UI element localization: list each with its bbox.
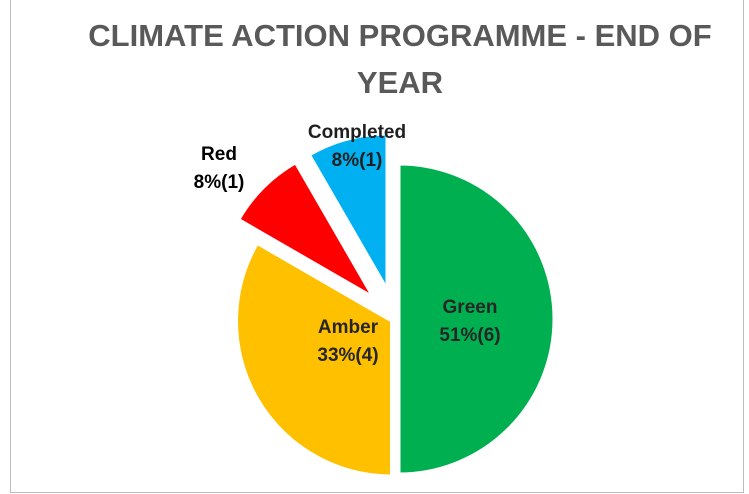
slice-label-value-completed: 8%(1): [332, 150, 383, 171]
slice-label-name-red: Red: [201, 144, 237, 165]
pie-slices: [235, 132, 556, 478]
slice-label-value-green: 51%(6): [439, 325, 500, 346]
pie-labels: Green 51%(6) Amber 33%(4) Red 8%(1) Completed 8…: [194, 122, 501, 366]
slice-label-value-amber: 33%(4): [317, 345, 378, 366]
slice-label-value-red: 8%(1): [194, 172, 245, 193]
pie-slice-completed: [307, 132, 389, 291]
chart-title: CLIMATE ACTION PROGRAMME - END OF YEAR: [88, 18, 712, 100]
pie-slice-green: [397, 162, 556, 476]
slice-label-name-green: Green: [443, 297, 498, 318]
pie-slice-amber: [235, 242, 394, 478]
slice-label-name-completed: Completed: [308, 122, 406, 143]
slice-label-name-amber: Amber: [318, 317, 379, 338]
pie-slice-red: [237, 161, 375, 299]
